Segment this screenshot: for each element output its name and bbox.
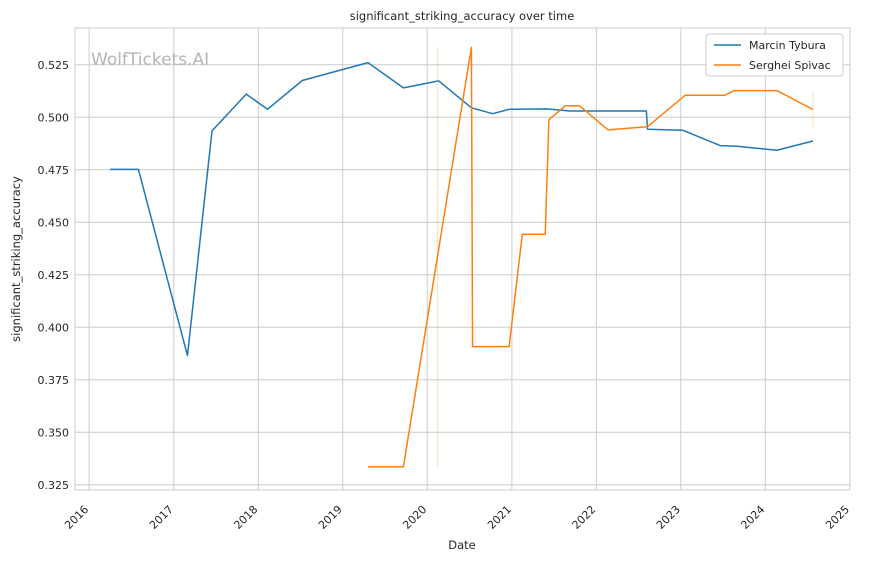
grid-lines bbox=[75, 28, 851, 490]
x-tick-label: 2017 bbox=[147, 503, 176, 532]
x-tick-label: 2024 bbox=[738, 503, 767, 532]
y-tick-label: 0.500 bbox=[38, 111, 70, 124]
y-axis-label: significant_striking_accuracy bbox=[9, 176, 23, 342]
x-tick-label: 2022 bbox=[570, 503, 599, 532]
y-tick-label: 0.525 bbox=[38, 59, 70, 72]
x-tick-label: 2021 bbox=[485, 503, 514, 532]
x-tick-label: 2019 bbox=[316, 503, 345, 532]
series-line-serghei-spivac bbox=[367, 46, 814, 468]
x-tick-labels: 2016 2017 2018 2019 2020 2021 2022 2023 2024 2025 bbox=[62, 503, 852, 532]
legend-label-marcin-tybura: Marcin Tybura bbox=[749, 39, 826, 52]
chart-title: significant_striking_accuracy over time bbox=[350, 9, 575, 23]
y-tick-label: 0.325 bbox=[38, 479, 70, 492]
y-tick-label: 0.400 bbox=[38, 321, 70, 334]
x-tick-label: 2018 bbox=[231, 503, 260, 532]
y-tick-label: 0.425 bbox=[38, 269, 70, 282]
y-tick-label: 0.375 bbox=[38, 374, 70, 387]
x-tick-label: 2025 bbox=[823, 503, 852, 532]
plot-background bbox=[74, 27, 851, 491]
y-tick-label: 0.475 bbox=[38, 164, 70, 177]
y-tick-label: 0.350 bbox=[38, 426, 70, 439]
watermark: WolfTickets.AI bbox=[91, 50, 209, 70]
y-tick-label: 0.450 bbox=[38, 216, 70, 229]
y-tick-labels: 0.325 0.350 0.375 0.400 0.425 0.450 0.475 0.500… bbox=[38, 59, 70, 492]
series-line-marcin-tybura bbox=[110, 61, 814, 357]
legend-label-serghei-spivac: Serghei Spivac bbox=[749, 59, 831, 72]
x-axis-label: Date bbox=[448, 538, 476, 552]
x-tick-label: 2020 bbox=[400, 503, 429, 532]
x-tick-label: 2023 bbox=[654, 503, 683, 532]
x-tick-label: 2016 bbox=[62, 503, 91, 532]
legend: Marcin Tybura Serghei Spivac bbox=[705, 33, 844, 77]
series-layer bbox=[110, 46, 814, 468]
